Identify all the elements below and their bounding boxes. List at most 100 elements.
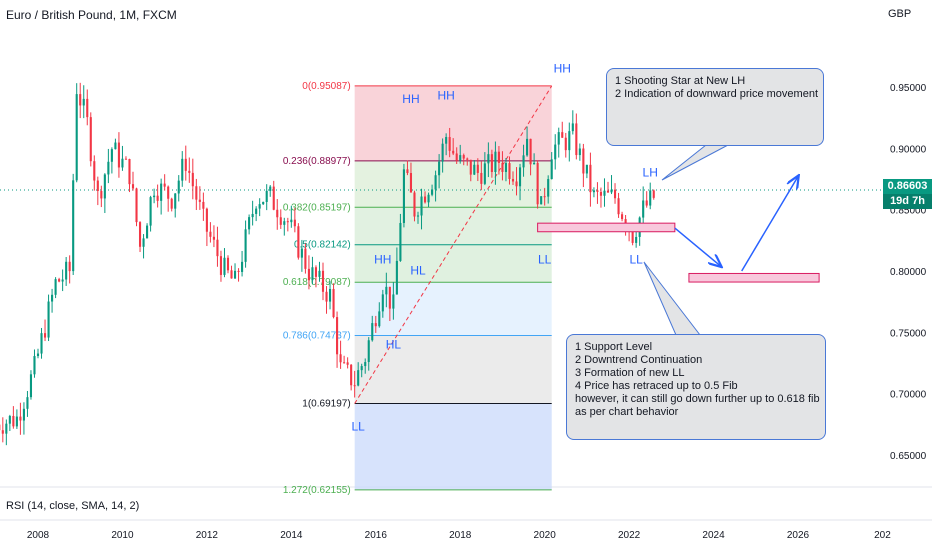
callout-top-pointer [661, 144, 729, 181]
projection-arrow-2 [741, 177, 798, 272]
candle-body [75, 94, 78, 181]
current-price: 0.86603 [887, 180, 928, 192]
candle-body [269, 186, 272, 191]
candle-body [452, 150, 455, 154]
fib-level-label-0.382: 0.382(0.85197) [283, 202, 351, 213]
candle-body [589, 164, 592, 193]
candle-body [388, 286, 391, 309]
candle-body [142, 238, 145, 247]
callout-bottom-line-2: 2 Downtrend Continuation [575, 354, 703, 366]
y-tick-label: 0.70000 [890, 390, 927, 401]
candle-body [585, 164, 588, 174]
candle-body [170, 198, 173, 209]
fib-zone-0.5 [354, 244, 552, 283]
candle-body [248, 217, 251, 230]
candle-body [61, 279, 64, 282]
swing-label-hl: HL [386, 337, 402, 351]
candle-body [318, 270, 321, 277]
candle-body [167, 186, 170, 199]
candle-body [490, 154, 493, 173]
candle-body [497, 151, 500, 163]
candle-body [526, 138, 529, 156]
candle-body [219, 256, 223, 275]
candle-body [508, 163, 511, 179]
candle-body [212, 236, 215, 240]
candle-body [121, 158, 124, 168]
candle-body [110, 149, 113, 162]
candle-body [353, 385, 356, 387]
candle-body [610, 189, 613, 193]
candle-body [251, 213, 254, 218]
candle-body [518, 167, 522, 187]
candle-body [596, 190, 599, 192]
fib-zone-0.382 [354, 207, 552, 245]
candle-body [26, 397, 29, 409]
candle-body [364, 362, 367, 367]
candle-body [480, 172, 483, 184]
candle-body [283, 221, 286, 225]
candle-body [416, 215, 420, 217]
candle-body [392, 294, 395, 309]
projection-arrow-1 [674, 227, 721, 266]
callout-top[interactable]: 1 Shooting Star at New LH 2 Indication o… [606, 68, 824, 146]
fib-level-label-0.618: 0.618(0.79087) [283, 277, 351, 288]
candle-body [272, 186, 275, 210]
y-tick-label: 0.65000 [890, 451, 927, 462]
support-zone-1 [537, 222, 676, 233]
candle-body [265, 190, 268, 202]
swing-label-ll: LL [629, 253, 643, 267]
candle-body [645, 200, 648, 206]
chart-title: Euro / British Pound, 1M, FXCM [6, 8, 177, 22]
candle-body [15, 416, 18, 427]
x-tick-label: 2014 [280, 530, 303, 541]
candle-body [578, 148, 581, 156]
candle-body [258, 204, 261, 209]
candle-body [339, 354, 342, 363]
swing-label-lh: LH [643, 166, 658, 180]
fib-level-label-0: 0(0.95087) [302, 81, 350, 92]
candle-body [332, 288, 335, 318]
candle-body [188, 170, 191, 173]
swing-label-hh: HH [374, 253, 391, 267]
support-zone-2 [688, 272, 820, 283]
candle-body [297, 226, 300, 258]
candle-body [635, 236, 638, 243]
candle-body [476, 164, 479, 173]
candle-body [237, 270, 240, 272]
candle-body [279, 217, 282, 225]
callout-bottom[interactable]: 1 Support Level 2 Downtrend Continuation… [566, 334, 826, 440]
fib-trend-line [354, 85, 553, 404]
candle-body [19, 416, 22, 421]
x-tick-label: 202 [874, 530, 891, 541]
candle-body [300, 248, 303, 258]
swing-label-hh: HH [437, 88, 454, 102]
candle-body [427, 194, 430, 203]
fib-zone-1 [354, 403, 552, 490]
candle-body [494, 151, 497, 173]
candle-body [96, 180, 99, 191]
callout-bottom-line-5: however, it can still go down further up… [575, 393, 820, 405]
candle-body [554, 144, 557, 160]
candle-body [82, 98, 85, 106]
candle-body [336, 317, 339, 355]
candle-body [325, 291, 328, 302]
x-tick-label: 2024 [702, 530, 725, 541]
rsi-indicator-label[interactable]: RSI (14, close, SMA, 14, 2) [6, 500, 140, 512]
candle-body [293, 219, 296, 227]
candle-body [462, 155, 465, 159]
candle-body [459, 155, 462, 161]
x-tick-label: 2020 [534, 530, 557, 541]
candle-body [399, 222, 402, 261]
candle-body [378, 311, 381, 327]
candle-body [642, 200, 645, 218]
candle-body [12, 415, 15, 427]
callout-bottom-pointer [643, 261, 702, 336]
candle-body [124, 158, 128, 160]
candle-body [515, 181, 518, 187]
candle-body [328, 288, 332, 302]
candle-body [438, 161, 441, 176]
y-tick-label: 0.75000 [890, 328, 927, 339]
candle-body [540, 196, 543, 205]
candle-body [36, 353, 40, 357]
